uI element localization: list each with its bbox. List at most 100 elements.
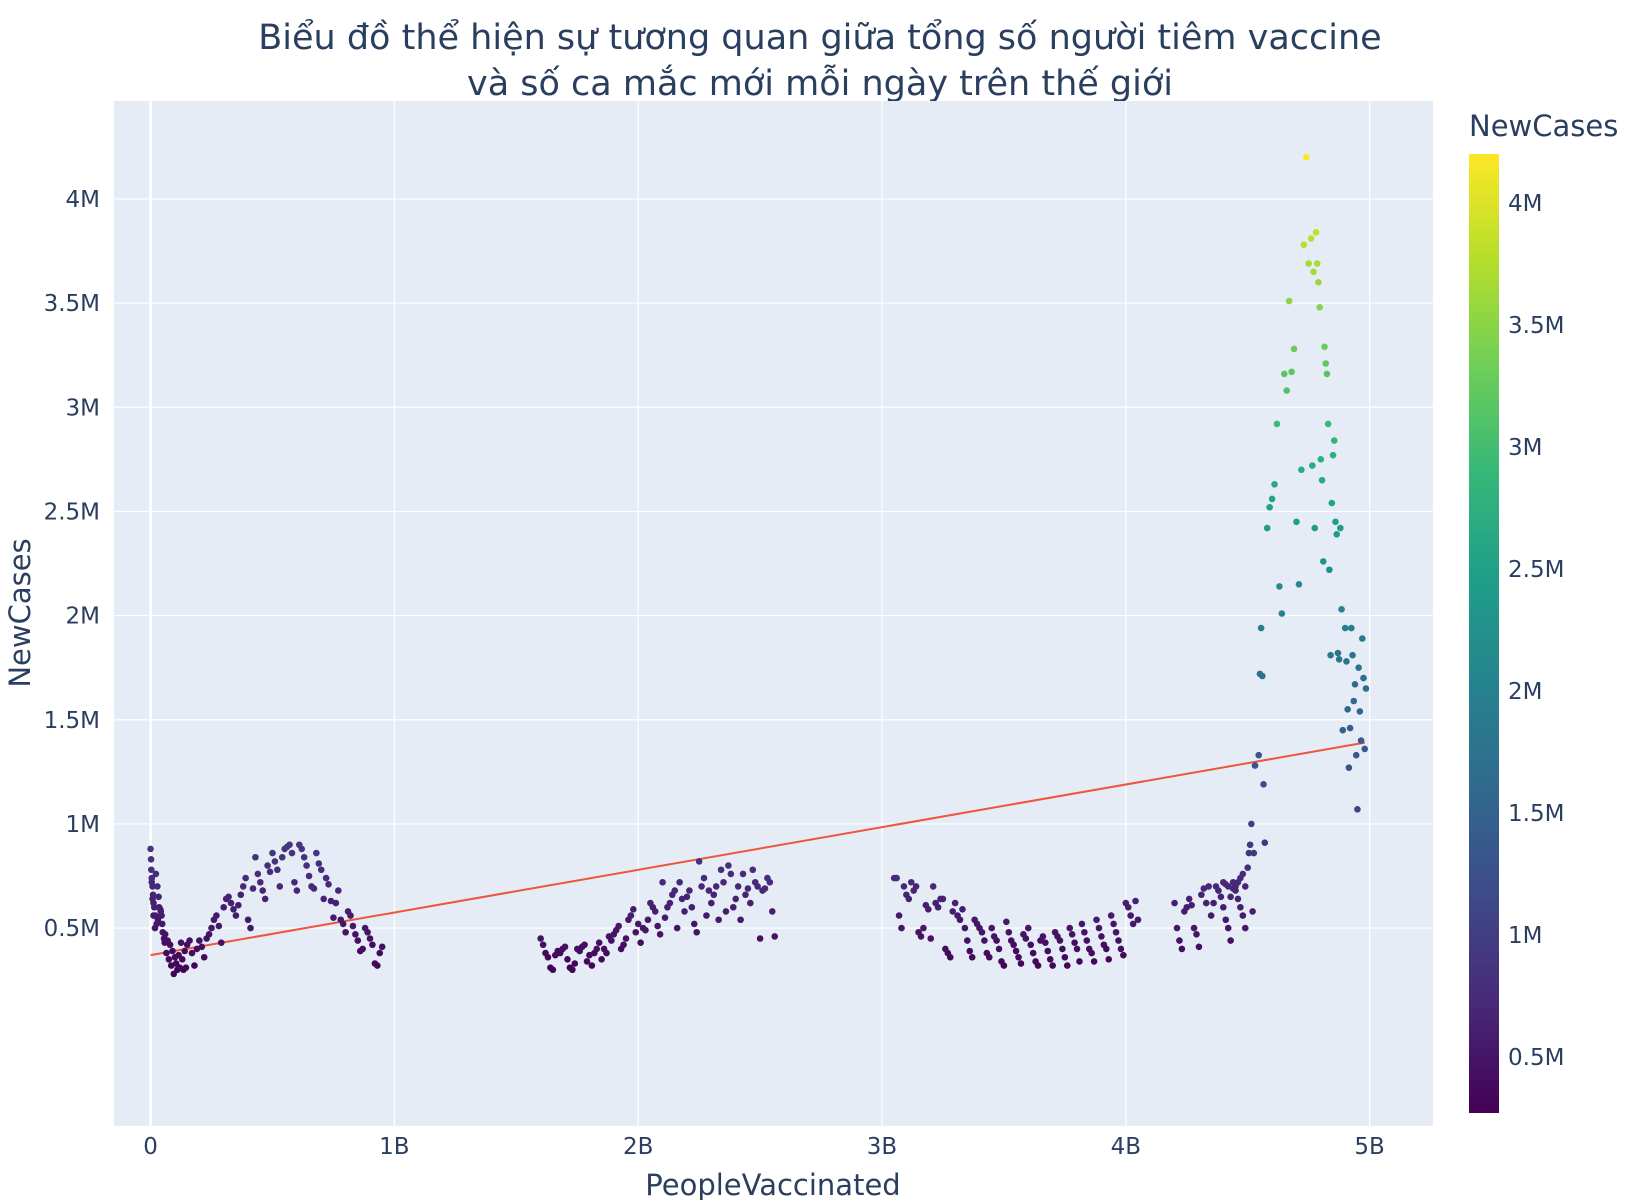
data-point: [1042, 939, 1049, 946]
data-point: [155, 893, 162, 901]
colorbar-tick-label: 1.5M: [1508, 801, 1564, 827]
data-point: [642, 926, 649, 934]
data-point: [1215, 887, 1222, 894]
data-point: [293, 887, 301, 894]
data-point: [1124, 903, 1132, 911]
data-point: [1263, 524, 1271, 532]
data-point: [637, 939, 644, 946]
data-point: [1302, 153, 1310, 161]
data-point: [166, 941, 174, 949]
data-point: [1251, 762, 1259, 769]
data-point: [1323, 370, 1331, 378]
data-point: [1326, 566, 1333, 574]
data-point: [988, 924, 996, 932]
x-tick-label: 1B: [379, 1134, 409, 1160]
data-point: [1088, 949, 1095, 957]
trendline-group: [150, 741, 1365, 957]
data-point: [1098, 933, 1105, 940]
data-point: [286, 841, 293, 849]
data-point: [181, 947, 189, 955]
data-point: [766, 878, 774, 886]
colorbar: NewCases 0.5M 1M 1.5M 2M 2.5M 3M 3.5M 4M: [1469, 109, 1618, 1113]
data-point: [1012, 947, 1020, 955]
data-point: [1295, 581, 1303, 588]
data-point: [158, 920, 166, 928]
data-point: [208, 924, 215, 932]
data-point: [900, 883, 908, 890]
data-point: [1329, 451, 1337, 459]
data-point: [961, 924, 969, 932]
data-point: [352, 931, 359, 938]
data-point: [191, 962, 198, 969]
data-point: [929, 883, 937, 890]
data-point: [1190, 924, 1198, 932]
data-point: [1249, 908, 1256, 915]
data-point: [966, 947, 974, 955]
data-point: [749, 866, 757, 874]
data-point: [1198, 891, 1205, 899]
data-point: [588, 962, 596, 969]
y-tick-label: 3.5M: [44, 291, 100, 317]
data-point: [213, 912, 220, 919]
x-tick-label: 2B: [623, 1134, 653, 1160]
data-point: [671, 887, 679, 894]
data-point: [1351, 681, 1359, 688]
data-point: [1241, 924, 1249, 932]
data-point: [686, 887, 693, 894]
data-point: [354, 937, 362, 944]
data-point: [1237, 903, 1244, 911]
data-point: [1188, 901, 1195, 909]
data-point: [717, 866, 725, 874]
data-point: [1222, 916, 1230, 924]
data-point: [332, 899, 340, 907]
data-point: [252, 853, 259, 861]
data-point: [217, 939, 225, 946]
data-point: [1059, 945, 1066, 953]
data-point: [949, 908, 956, 915]
data-point: [1120, 951, 1127, 959]
data-point: [1093, 916, 1100, 924]
data-point: [956, 916, 964, 924]
data-point: [1202, 899, 1210, 907]
data-point: [1022, 935, 1030, 942]
data-point: [151, 924, 159, 932]
data-point: [729, 903, 737, 911]
data-point: [661, 914, 669, 921]
data-point: [1003, 918, 1010, 926]
colorbar-tick-label: 3M: [1508, 435, 1542, 461]
data-point: [1010, 941, 1017, 949]
data-point: [771, 933, 779, 940]
data-point: [1132, 897, 1139, 905]
data-point: [1271, 481, 1278, 488]
data-point: [320, 895, 327, 903]
data-point: [230, 906, 237, 913]
data-point: [198, 943, 206, 951]
data-point: [693, 928, 701, 936]
data-point: [761, 885, 769, 892]
data-point: [1261, 839, 1269, 846]
chart-title-line-1: Biểu đồ thể hiện sự tương quan giữa tổng…: [258, 17, 1381, 58]
colorbar-gradient: [1469, 154, 1499, 1113]
data-point: [727, 870, 735, 878]
data-point: [1173, 924, 1181, 932]
data-point: [1207, 912, 1215, 919]
data-point: [1312, 228, 1320, 236]
data-point: [1355, 664, 1362, 671]
data-point: [1327, 651, 1334, 659]
data-point: [659, 878, 666, 886]
data-point: [981, 937, 988, 944]
data-point: [271, 858, 279, 865]
data-point: [1063, 962, 1071, 969]
data-point: [1309, 462, 1316, 469]
data-point: [569, 966, 576, 974]
data-point: [920, 924, 927, 932]
data-point: [317, 866, 325, 874]
data-point: [656, 931, 664, 938]
data-point: [152, 870, 160, 878]
colorbar-tick-label: 4M: [1508, 191, 1542, 217]
data-point: [722, 908, 730, 915]
grid-lines: [114, 101, 1433, 1126]
data-point: [1227, 893, 1234, 901]
data-point: [978, 928, 986, 936]
y-tick-label: 2.5M: [44, 499, 100, 525]
